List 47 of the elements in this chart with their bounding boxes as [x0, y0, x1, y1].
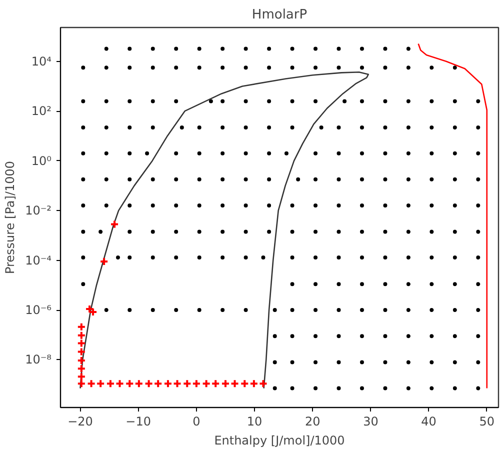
x-axis-title: Enthalpy [J/mol]/1000 [214, 434, 345, 448]
chart-title: HmolarP [252, 8, 308, 22]
x-tick-label: 40 [421, 414, 436, 428]
point [220, 379, 230, 388]
point [249, 379, 258, 388]
point [211, 379, 220, 388]
point [76, 347, 86, 356]
line-series [80, 71, 370, 389]
y-axis-title: Pressure [Pa]/1000 [3, 160, 18, 274]
point [115, 379, 124, 388]
point [258, 379, 268, 388]
point [163, 379, 172, 388]
y-tick-label: 10⁻⁸ [25, 352, 52, 367]
x-tick-label: 10 [246, 414, 262, 428]
point [125, 379, 134, 388]
point [134, 379, 144, 388]
point [240, 379, 250, 388]
y-tick-label: 10⁻⁴ [25, 253, 52, 268]
point [76, 322, 86, 332]
point [202, 379, 211, 388]
x-tick-label: −20 [68, 414, 93, 428]
y-tick-label: 10⁴ [31, 54, 52, 68]
point [230, 379, 240, 388]
point [76, 330, 86, 340]
x-tick-label: 50 [479, 414, 495, 428]
point [76, 379, 86, 388]
point [96, 379, 106, 388]
point [76, 364, 86, 374]
x-tick-label: 0 [192, 414, 200, 428]
point [106, 379, 115, 388]
y-tick-label: 10² [31, 104, 52, 118]
point [172, 379, 182, 388]
y-tick-label: 10⁻⁶ [25, 303, 52, 318]
point [110, 220, 120, 229]
point [76, 372, 86, 382]
y-tick-label: 10⁻² [25, 204, 52, 218]
point [192, 379, 201, 388]
x-tick-label: −10 [126, 414, 152, 428]
line-series [418, 43, 488, 389]
point [76, 338, 86, 348]
point [154, 379, 163, 388]
y-tick-label: 10⁰ [31, 154, 52, 168]
x-tick-label: 30 [363, 414, 378, 428]
point [182, 379, 192, 388]
point [144, 379, 154, 388]
x-tick-label: 20 [304, 414, 320, 428]
point [86, 379, 96, 388]
